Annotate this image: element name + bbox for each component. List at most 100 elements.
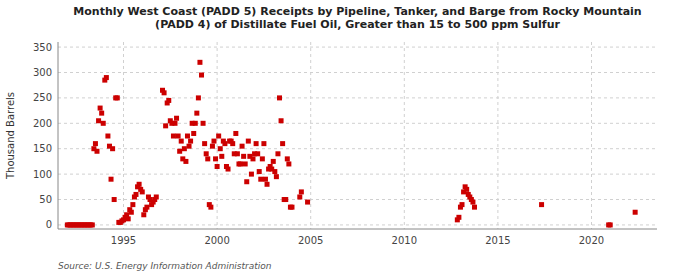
point — [126, 216, 131, 221]
x-tick-label: 2000 — [204, 235, 229, 246]
point — [141, 212, 146, 217]
x-axis-line — [58, 229, 657, 230]
point — [460, 202, 465, 207]
point — [277, 95, 282, 100]
point — [196, 95, 201, 100]
point — [233, 131, 238, 136]
point — [258, 177, 263, 182]
point — [210, 144, 215, 149]
grid-line-x — [591, 42, 592, 229]
point — [271, 159, 276, 164]
grid-line-y — [58, 72, 657, 73]
point — [226, 167, 231, 172]
point — [162, 90, 167, 95]
point — [154, 194, 159, 199]
point — [218, 146, 223, 151]
y-tick-label: 350 — [33, 42, 52, 53]
point — [240, 144, 245, 149]
point — [608, 222, 613, 227]
point — [539, 202, 544, 207]
point — [260, 156, 265, 161]
point — [183, 159, 188, 164]
point — [279, 118, 284, 123]
grid-line-y — [58, 123, 657, 124]
x-tick-label: 1995 — [111, 235, 136, 246]
point — [208, 205, 213, 210]
point — [201, 121, 206, 126]
grid — [58, 42, 657, 229]
x-tick-label: 2005 — [298, 235, 323, 246]
point — [90, 222, 95, 227]
point — [188, 139, 193, 144]
point — [93, 141, 98, 146]
point — [134, 192, 139, 197]
y-tick-label: 250 — [33, 92, 52, 103]
point — [144, 205, 149, 210]
point — [110, 146, 115, 151]
point — [105, 134, 110, 139]
point — [98, 106, 103, 111]
grid-line-y — [58, 224, 657, 225]
point — [286, 161, 291, 166]
point — [289, 205, 294, 210]
point — [250, 156, 255, 161]
point — [222, 141, 227, 146]
point — [205, 156, 210, 161]
y-tick-label: 150 — [33, 143, 52, 154]
points — [65, 60, 638, 228]
point — [130, 202, 135, 207]
point — [140, 189, 145, 194]
y-axis-label: Thousand Barrels — [5, 92, 16, 180]
y-tick-label: 100 — [33, 169, 52, 180]
point — [283, 197, 288, 202]
point — [197, 60, 202, 65]
point — [257, 169, 262, 174]
point — [211, 139, 216, 144]
grid-line-x — [123, 42, 124, 229]
point — [101, 121, 106, 126]
point — [280, 141, 285, 146]
grid-line-x — [404, 42, 405, 229]
point — [216, 134, 221, 139]
point — [199, 73, 204, 78]
point — [285, 156, 290, 161]
point — [254, 141, 259, 146]
point — [274, 174, 279, 179]
point — [166, 98, 171, 103]
point — [163, 123, 168, 128]
point — [202, 141, 207, 146]
y-tick-label: 50 — [39, 194, 52, 205]
grid-line-x — [310, 42, 311, 229]
title-line: (PADD 4) of Distillate Fuel Oil, Greater… — [155, 18, 560, 31]
point — [194, 111, 199, 116]
point — [305, 200, 310, 205]
grid-line-y — [58, 47, 657, 48]
point — [249, 172, 254, 177]
point — [171, 134, 176, 139]
point — [265, 182, 270, 187]
point — [470, 200, 475, 205]
point — [99, 111, 104, 116]
point — [96, 118, 101, 123]
point — [176, 134, 181, 139]
x-tick-label: 2010 — [392, 235, 417, 246]
point — [94, 149, 99, 154]
point — [633, 210, 638, 215]
point — [241, 154, 246, 159]
point — [230, 141, 235, 146]
point — [137, 182, 142, 187]
point — [261, 141, 266, 146]
point — [204, 151, 209, 156]
point — [246, 139, 251, 144]
point — [235, 151, 240, 156]
point — [263, 177, 268, 182]
grid-line-y — [58, 97, 657, 98]
point — [219, 154, 224, 159]
y-tick-label: 300 — [33, 67, 52, 78]
point — [275, 151, 280, 156]
point — [299, 189, 304, 194]
point — [464, 187, 469, 192]
point — [174, 116, 179, 121]
point — [191, 131, 196, 136]
point — [297, 194, 302, 199]
